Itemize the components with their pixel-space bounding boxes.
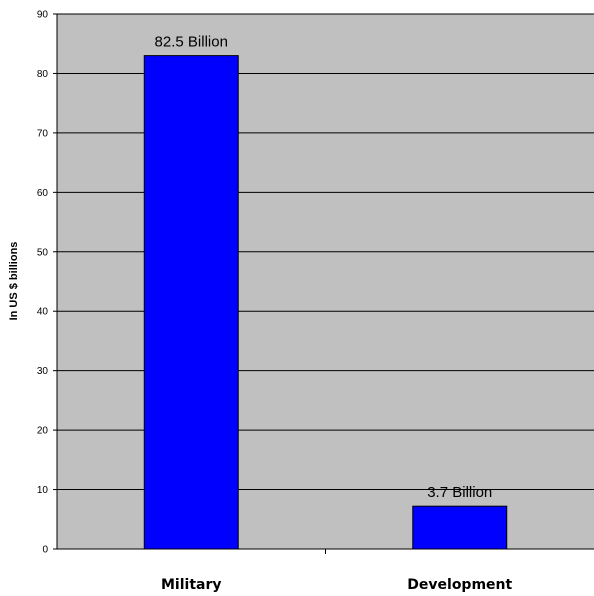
plot-area	[57, 14, 594, 549]
data-labels: 82.5 Billion 3.7 Billion	[155, 34, 493, 502]
category-labels: Military Development	[161, 577, 513, 593]
y-tick-label: 60	[37, 188, 49, 199]
category-label: Development	[407, 577, 512, 593]
y-tick-label: 10	[37, 485, 49, 496]
data-label: 82.5 Billion	[155, 34, 228, 51]
y-tick-label: 40	[37, 307, 49, 318]
y-tick-label: 80	[37, 69, 49, 80]
y-axis-ticks: 0 10 20 30 40 50 60 70 80 90	[37, 10, 57, 556]
y-tick-label: 50	[37, 247, 49, 258]
bar-military	[143, 55, 239, 550]
y-tick-label: 90	[37, 10, 49, 21]
y-tick-label: 0	[42, 545, 48, 556]
bar-development	[412, 505, 508, 550]
category-label: Military	[161, 577, 222, 593]
data-label: 3.7 Billion	[427, 484, 492, 501]
y-tick-label: 30	[37, 366, 49, 377]
bars	[143, 55, 508, 550]
y-tick-label: 70	[37, 128, 49, 139]
y-axis-title: In US $ billions	[8, 242, 20, 321]
y-tick-label: 20	[37, 426, 49, 437]
